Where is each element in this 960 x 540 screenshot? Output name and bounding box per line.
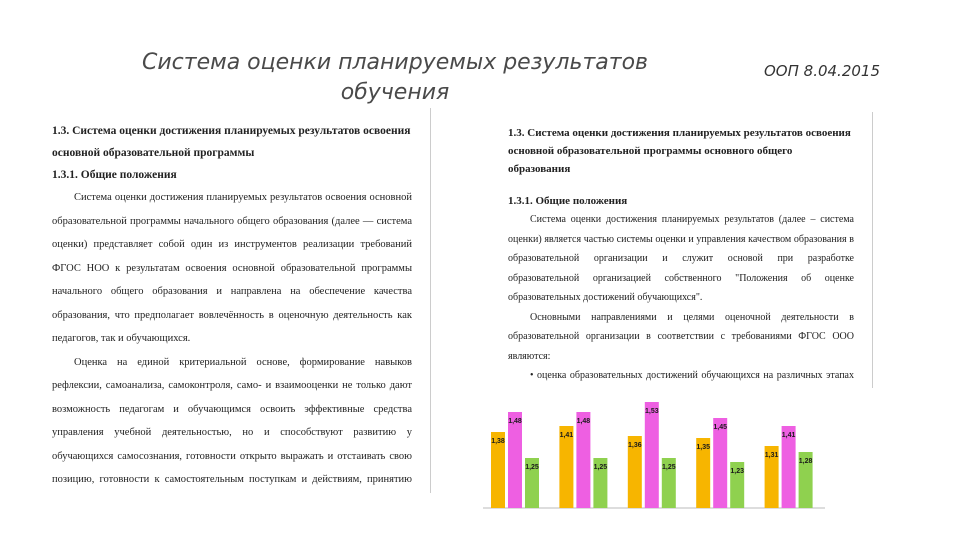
bar-series-2-group-4 (713, 418, 728, 508)
left-subheading: 1.3.1. Общие положения (52, 169, 177, 181)
right-paragraph-1: Система оценки достижения планируемых ре… (508, 214, 854, 303)
bar-data-label: 1,25 (662, 464, 676, 471)
bar-data-label: 1,45 (713, 424, 727, 431)
slide-title: Система оценки планируемых результатов о… (100, 48, 690, 108)
bar-data-label: 1,38 (491, 438, 505, 445)
bar-data-label: 1,53 (645, 408, 659, 415)
bar-data-label: 1,35 (696, 444, 710, 451)
bar-data-label: 1,41 (782, 432, 796, 439)
left-paragraph-2: Оценка на единой критериальной основе, ф… (52, 356, 412, 486)
bar-series-3-group-4 (730, 462, 745, 508)
right-document-excerpt: 1.3. Система оценки достижения планируем… (498, 112, 873, 388)
left-document-excerpt: 1.3. Система оценки достижения планируем… (44, 108, 431, 493)
bar-series-3-group-1 (525, 458, 539, 508)
bar-data-label: 1,48 (577, 418, 591, 425)
bar-data-label: 1,36 (628, 442, 642, 449)
bar-series-1-group-1 (491, 432, 505, 508)
bar-data-label: 1,28 (799, 458, 813, 465)
slide-title-line-2: обучения (340, 80, 450, 105)
bar-series-2-group-3 (644, 402, 659, 508)
left-heading-line-2: основной образовательной программы (52, 147, 255, 159)
bar-series-1-group-2 (559, 426, 574, 508)
right-subheading: 1.3.1. Общие положения (508, 195, 628, 207)
bar-series-1-group-5 (764, 446, 779, 508)
bar-series-3-group-3 (661, 458, 676, 508)
bar-series-1-group-4 (696, 438, 711, 508)
slide-title-line-1: Система оценки планируемых результатов (142, 50, 648, 75)
program-date-tag: ООП 8.04.2015 (764, 62, 881, 80)
right-paragraph-3: • оценка образовательных достижений обуч… (530, 370, 854, 381)
right-heading: 1.3. Система оценки достижения планируем… (508, 127, 851, 175)
bar-series-3-group-2 (593, 458, 608, 508)
bar-series-1-group-3 (627, 436, 642, 508)
left-paragraph-1: Система оценки достижения планируемых ре… (52, 192, 412, 344)
bar-series-2-group-5 (781, 426, 796, 508)
bar-data-label: 1,48 (508, 418, 522, 425)
results-bar-chart: 1,38 1,48 1,25 1,41 1,48 1,25 1,36 1,53 1,25 1,35… (483, 390, 825, 510)
bar-series-2-group-1 (508, 412, 522, 508)
right-paragraph-2: Основными направлениями и целями оценочн… (508, 311, 854, 362)
left-heading-line-1: 1.3. Система оценки достижения планируем… (52, 125, 411, 137)
bar-series-3-group-5 (798, 452, 813, 508)
bar-data-label: 1,25 (594, 464, 608, 471)
bar-data-label: 1,41 (560, 432, 574, 439)
bar-data-label: 1,25 (525, 464, 539, 471)
bar-data-label: 1,31 (765, 452, 779, 459)
bar-chart-svg: 1,381,481,251,411,481,251,361,531,251,35… (483, 402, 825, 509)
bar-series-2-group-2 (576, 412, 591, 508)
bar-data-label: 1,23 (730, 468, 744, 475)
